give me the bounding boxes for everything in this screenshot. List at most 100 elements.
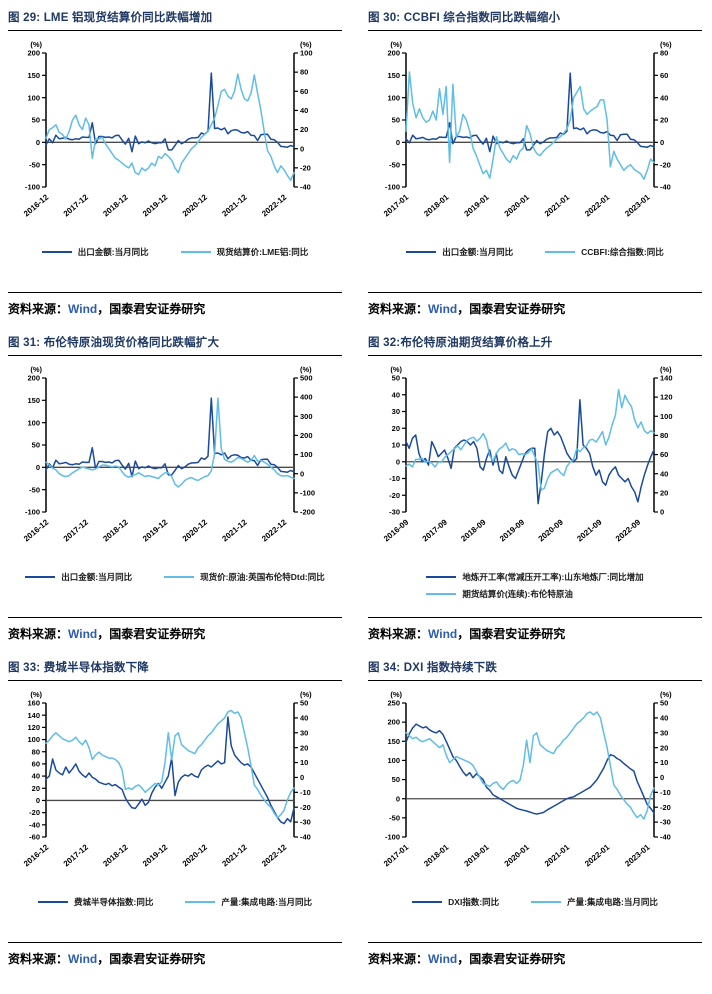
y-axis-right-label: 20 (660, 743, 668, 752)
y-axis-left-label: 120 (27, 723, 40, 732)
source-divider (368, 292, 702, 293)
y-axis-right-label: 30 (660, 728, 668, 737)
y-axis-right-label: -20 (300, 803, 311, 812)
x-tick-label: 2020-12 (181, 192, 210, 218)
y-axis-right-label: 60 (300, 87, 308, 96)
x-tick-label: 2017-12 (62, 517, 91, 543)
chart-canvas: (%) (%) 250 200 150 100 50 0 -50 -100 50 40 30 20 10 0-… (368, 687, 702, 898)
y-axis-right-label: 0 (660, 138, 664, 147)
y-axis-right-label: -200 (300, 508, 315, 517)
y-axis-right-label: -20 (660, 803, 671, 812)
y-axis-left-label: 60 (32, 760, 40, 769)
chart-legend: 出口金额:当月同比 CCBFI:综合指数:同比 (368, 246, 702, 258)
legend-label: 期货结算价(连续):布伦特原油 (462, 589, 573, 599)
title-divider (8, 355, 342, 356)
y-axis-right-label: 40 (300, 713, 308, 722)
x-tick-label: 2022-12 (260, 517, 289, 543)
source-suffix: ，国泰君安证券研究 (457, 952, 566, 966)
y-axis-right-label: -40 (660, 183, 671, 192)
x-tick-label: 2021-01 (543, 842, 572, 868)
left-axis-unit: (%) (390, 690, 402, 699)
y-axis-right-label: 60 (660, 71, 668, 80)
source-prefix: 资料来源： (8, 627, 69, 641)
x-tick-label: 2020-09 (537, 517, 566, 543)
chart-canvas: (%) (%) 160 140 120 100 80 60 40 20 0 -20 -40 -60 50 40… (8, 687, 342, 898)
y-axis-left-label: 80 (32, 747, 40, 756)
chart-canvas: (%) (%) 200 150 100 50 0 -50 -100 80 60 40 20 0 -20 -40… (368, 37, 702, 248)
legend-label: 地炼开工率(常减压开工率):山东地炼厂:同比增加 (462, 572, 644, 582)
legend-line-swatch (426, 576, 457, 578)
chart-block: 图 34: DXI 指数持续下跌 (%) (%) 250 200 150 100 50 0 -5… (368, 656, 702, 971)
y-axis-right-label: 40 (660, 469, 668, 478)
y-axis-left-label: 100 (27, 735, 40, 744)
x-tick-label: 2019-09 (498, 517, 527, 543)
x-tick-label: 2023-01 (623, 192, 652, 218)
spacer (8, 258, 342, 288)
line-chart: (%) (%)160140120100806040200-20-40-605040… (22, 690, 312, 868)
source-suffix: ，国泰君安证券研究 (97, 952, 206, 966)
line-chart: (%) (%)200150100500-50-100100806040200-20… (22, 40, 313, 218)
source-divider (8, 617, 342, 618)
y-axis-left-label: 150 (387, 737, 400, 746)
legend-label: 费城半导体指数:同比 (73, 897, 154, 907)
legend-line-swatch (37, 901, 68, 903)
legend-item: 费城半导体指数:同比 (37, 896, 154, 908)
y-axis-right-label: 80 (660, 431, 668, 440)
y-axis-left-label: -50 (389, 160, 400, 169)
chart-block: 图 31: 布伦特原油现货价格同比跌幅扩大 (%) (%) 200 150 100 50 0… (8, 331, 342, 646)
x-tick-label: 2018-01 (422, 192, 451, 218)
legend-line-swatch (41, 251, 72, 253)
chart-block: 图 33: 费城半导体指数下降 (%) (%) 160 140 120 100 80 60 40… (8, 656, 342, 971)
legend-item: 现货价:原油:英国布伦特Dtd:同比 (164, 571, 325, 583)
title-divider (368, 355, 702, 356)
y-axis-left-label: 140 (27, 711, 40, 720)
source-suffix: ，国泰君安证券研究 (457, 627, 566, 641)
spacer (8, 908, 342, 938)
x-tick-label: 2016-09 (382, 517, 411, 543)
y-axis-right-label: 0 (300, 469, 304, 478)
title-divider (368, 30, 702, 31)
title-divider (368, 680, 702, 681)
left-axis-unit: (%) (390, 365, 402, 374)
y-axis-right-label: 0 (660, 508, 664, 517)
y-axis-right-label: -20 (300, 163, 311, 172)
y-axis-right-label: -40 (660, 833, 671, 842)
x-tick-label: 2019-01 (462, 192, 491, 218)
y-axis-left-label: -100 (385, 183, 400, 192)
y-axis-right-label: 40 (300, 106, 308, 115)
x-tick-label: 2021-12 (220, 842, 249, 868)
chart-block: 图 32:布伦特原油期货结算价格上升 (%) (%) 50 40 30 20 10 0 -10-… (368, 331, 702, 646)
y-axis-right-label: 40 (660, 93, 668, 102)
y-axis-left-label: -50 (29, 485, 40, 494)
y-axis-right-label: 20 (300, 125, 308, 134)
y-axis-right-label: 80 (300, 68, 308, 77)
chart-title: 图 33: 费城半导体指数下降 (8, 662, 150, 674)
x-tick-label: 2022-09 (614, 517, 643, 543)
y-axis-right-label: 20 (300, 743, 308, 752)
spacer (8, 583, 342, 613)
source-vendor-wind: Wind (68, 627, 98, 641)
line-chart: (%) (%)250200150100500-50-10050403020100-… (382, 690, 672, 868)
chart-block: 图 29: LME 铝现货结算价同比跌幅增加 (%) (%) 200 150 100 50… (8, 6, 342, 321)
chart-title: 图 32:布伦特原油期货结算价格上升 (368, 337, 553, 349)
source-suffix: ，国泰君安证券研究 (97, 302, 206, 316)
y-axis-right-label: 300 (300, 412, 313, 421)
y-axis-right-label: 400 (300, 393, 313, 402)
legend-line-swatch (185, 901, 216, 903)
y-axis-left-label: -10 (389, 474, 400, 483)
series-line-1 (45, 72, 295, 153)
y-axis-left-label: -40 (29, 820, 40, 829)
legend-label: 出口金额:当月同比 (442, 247, 514, 257)
y-axis-left-label: 150 (27, 396, 40, 405)
x-tick-label: 2018-12 (101, 192, 130, 218)
right-axis-unit: (%) (300, 40, 312, 49)
x-tick-label: 2022-12 (260, 842, 289, 868)
series-line-1 (405, 723, 655, 815)
legend-item: 出口金额:当月同比 (25, 571, 132, 583)
y-axis-right-label: 0 (660, 773, 664, 782)
y-axis-right-label: 60 (660, 450, 668, 459)
left-axis-unit: (%) (390, 40, 402, 49)
source-prefix: 资料来源： (368, 627, 429, 641)
x-tick-label: 2018-01 (422, 842, 451, 868)
source-prefix: 资料来源： (368, 952, 429, 966)
